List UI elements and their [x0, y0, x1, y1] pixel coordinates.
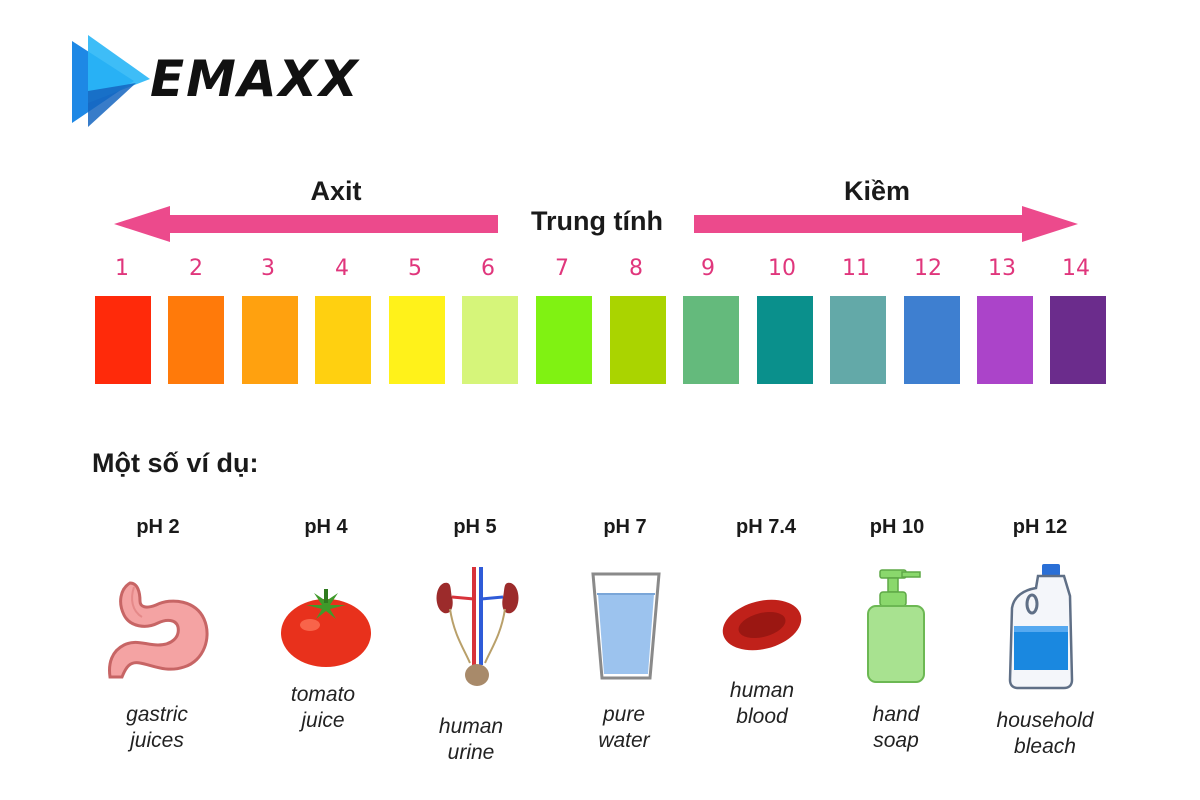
ph-number-4: 4 — [335, 256, 349, 281]
acid-base-arrows — [114, 206, 1078, 242]
water-glass-icon — [591, 572, 661, 680]
ph-swatch-2 — [168, 296, 224, 384]
example-caption-soap: hand soap — [872, 703, 920, 752]
base-arrow — [694, 206, 1078, 242]
acid-label: Axit — [310, 176, 362, 206]
example-ph-tomato: pH 4 — [304, 516, 348, 538]
example-ph-blood: pH 7.4 — [735, 516, 797, 538]
ph-number-9: 9 — [701, 256, 715, 281]
stomach-icon — [108, 581, 209, 679]
example-ph-soap: pH 10 — [869, 516, 925, 538]
ph-swatch-4 — [315, 296, 371, 384]
ph-number-14: 14 — [1062, 256, 1090, 281]
ph-swatch-6 — [462, 296, 518, 384]
urinary-system-icon — [436, 567, 519, 686]
ph-number-2: 2 — [189, 256, 203, 281]
brand-name: EMAXX — [150, 50, 360, 108]
bleach-bottle-icon — [1008, 564, 1074, 690]
blood-cell-icon — [722, 599, 802, 651]
ph-swatch-14 — [1050, 296, 1106, 384]
examples-title: Một số ví dụ: — [92, 448, 259, 478]
example-ph-water: pH 7 — [603, 516, 647, 538]
emaxx-logo-icon — [72, 35, 150, 127]
ph-swatch-13 — [977, 296, 1033, 384]
ph-swatch-9 — [683, 296, 739, 384]
ph-number-3: 3 — [261, 256, 275, 281]
ph-swatch-12 — [904, 296, 960, 384]
neutral-label: Trung tính — [531, 206, 663, 236]
example-ph-gastric: pH 2 — [136, 516, 180, 538]
ph-number-6: 6 — [481, 256, 495, 281]
example-caption-bleach: household bleach — [996, 709, 1094, 758]
ph-swatch-3 — [242, 296, 298, 384]
ph-number-12: 12 — [914, 256, 942, 281]
example-ph-urine: pH 5 — [453, 516, 497, 538]
ph-swatch-10 — [757, 296, 813, 384]
ph-number-7: 7 — [555, 256, 569, 281]
ph-number-1: 1 — [115, 256, 129, 281]
ph-swatch-11 — [830, 296, 886, 384]
ph-swatch-1 — [95, 296, 151, 384]
ph-number-5: 5 — [408, 256, 422, 281]
ph-swatch-5 — [389, 296, 445, 384]
acid-arrow — [114, 206, 498, 242]
ph-number-11: 11 — [842, 256, 870, 281]
ph-number-8: 8 — [629, 256, 643, 281]
example-caption-gastric: gastric juices — [126, 703, 188, 752]
ph-number-13: 13 — [988, 256, 1016, 281]
example-caption-water: pure water — [598, 703, 650, 752]
soap-pump-icon — [867, 569, 925, 683]
ph-swatch-7 — [536, 296, 592, 384]
example-caption-tomato: tomato juice — [290, 683, 356, 732]
tomato-icon — [281, 589, 371, 667]
ph-swatch-8 — [610, 296, 666, 384]
ph-number-10: 10 — [768, 256, 796, 281]
example-caption-blood: human blood — [729, 679, 795, 728]
example-caption-urine: human urine — [438, 715, 504, 764]
base-label: Kiềm — [843, 176, 911, 206]
example-ph-bleach: pH 12 — [1012, 516, 1068, 538]
